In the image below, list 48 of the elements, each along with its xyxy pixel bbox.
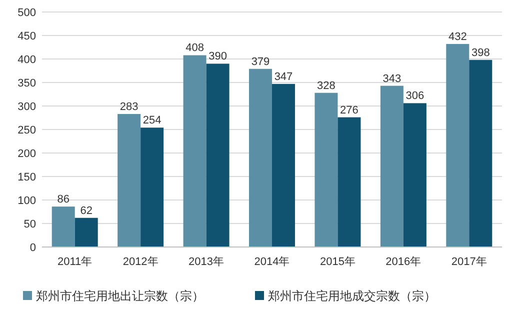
x-tick-label: 2016年 [386, 256, 422, 268]
bar [206, 64, 230, 247]
data-label: 86 [57, 194, 70, 206]
x-tick-label: 2015年 [320, 256, 356, 268]
bar [140, 128, 164, 247]
data-label: 306 [406, 90, 424, 102]
data-label: 343 [382, 72, 402, 85]
y-tick-label: 350 [18, 77, 36, 90]
data-label: 379 [251, 56, 270, 68]
y-tick-label: 400 [18, 54, 36, 66]
bar [380, 86, 404, 247]
y-tick-label: 50 [24, 218, 36, 230]
data-label: 398 [471, 46, 490, 59]
data-label: 254 [142, 114, 162, 127]
bar [469, 60, 492, 247]
bar [272, 84, 295, 247]
legend-label: 郑州市住宅用地出让宗数（宗） [36, 289, 204, 303]
y-tick-label: 150 [18, 171, 36, 184]
bar [52, 206, 75, 247]
data-label: 347 [274, 70, 293, 83]
x-tick-label: 2017年 [451, 256, 487, 268]
bar [249, 68, 272, 247]
y-tick-label: 250 [18, 124, 36, 136]
x-tick-label: 2012年 [122, 256, 158, 268]
bar [183, 55, 206, 247]
y-tick-label: 300 [18, 100, 36, 113]
legend-label: 郑州市住宅用地成交宗数（宗） [268, 289, 436, 303]
y-tick-label: 450 [18, 30, 36, 42]
bar [338, 117, 361, 247]
x-tick-label: 2014年 [254, 256, 290, 268]
bar [314, 92, 338, 247]
data-label: 390 [208, 50, 227, 63]
y-tick-label: 500 [18, 6, 36, 19]
y-tick-label: 100 [18, 194, 36, 207]
bar [403, 103, 426, 247]
bar [74, 218, 98, 247]
data-label: 408 [186, 42, 204, 54]
x-tick-label: 2013年 [188, 256, 224, 268]
y-tick-label: 200 [18, 148, 36, 160]
x-tick-label: 2011年 [58, 256, 92, 268]
bar [446, 44, 470, 247]
data-label: 62 [80, 204, 92, 217]
data-label: 328 [317, 80, 336, 92]
bar [118, 114, 141, 247]
data-label: 432 [448, 30, 467, 43]
data-label: 276 [340, 104, 358, 116]
y-tick-label: 0 [30, 242, 36, 254]
data-label: 283 [120, 100, 138, 113]
